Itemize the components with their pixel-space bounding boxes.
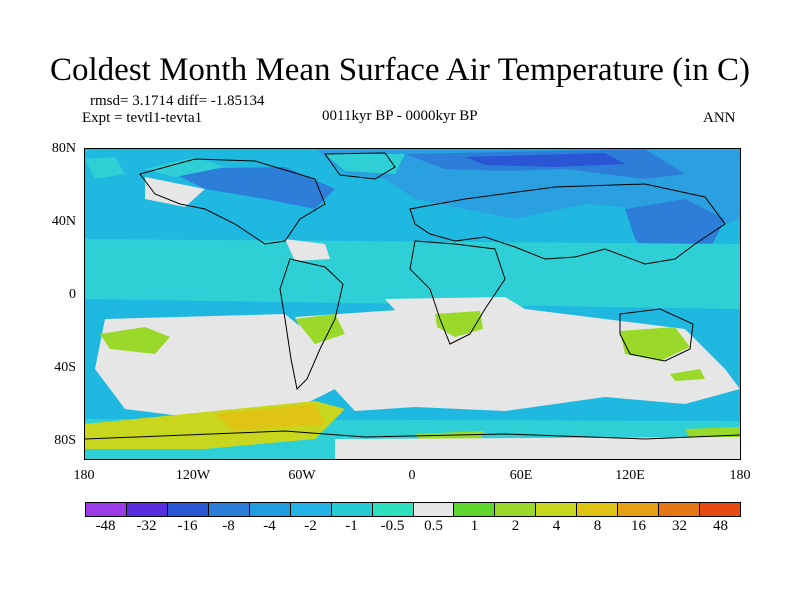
coastline bbox=[85, 430, 740, 440]
x-tick-180e: 180 bbox=[729, 468, 751, 483]
colorbar-swatch bbox=[208, 503, 250, 516]
chart-title: Coldest Month Mean Surface Air Temperatu… bbox=[50, 52, 750, 88]
colorbar-swatch bbox=[249, 503, 291, 516]
south-america-warm-patch bbox=[295, 314, 345, 344]
colorbar-label: -0.5 bbox=[380, 518, 405, 534]
colorbar-swatch bbox=[331, 503, 373, 516]
colorbar-label: -4 bbox=[263, 518, 276, 534]
nw-america-near-zero bbox=[145, 177, 205, 207]
colorbar-swatch bbox=[86, 503, 127, 516]
colorbar-swatch bbox=[454, 503, 496, 516]
coastline bbox=[279, 258, 344, 391]
y-tick-40s: 40S bbox=[54, 360, 76, 375]
caribbean-near-zero bbox=[285, 239, 330, 261]
colorbar-swatch bbox=[372, 503, 414, 516]
tropics-field bbox=[85, 239, 740, 309]
map-panel bbox=[84, 148, 741, 460]
greenland-field bbox=[325, 154, 405, 174]
x-tick-120w: 120W bbox=[175, 468, 211, 483]
y-tick-0: 0 bbox=[69, 287, 76, 302]
x-tick-180w: 180 bbox=[73, 468, 95, 483]
colorbar-label: 16 bbox=[631, 518, 646, 534]
australia-warm-patch bbox=[620, 327, 690, 361]
alaska-field bbox=[145, 157, 225, 177]
antarctic-near-zero bbox=[335, 437, 740, 459]
colorbar-swatch bbox=[167, 503, 209, 516]
colorbar-label: 48 bbox=[713, 518, 728, 534]
colorbar-swatch bbox=[536, 503, 578, 516]
colorbar-label: 8 bbox=[593, 518, 602, 534]
coastline bbox=[409, 183, 726, 265]
colorbar-swatch bbox=[413, 503, 455, 516]
period-label: 0011kyr BP - 0000kyr BP bbox=[322, 108, 478, 124]
x-tick-0: 0 bbox=[408, 468, 416, 483]
africa-warm-patch bbox=[435, 311, 483, 337]
colorbar-label: -1 bbox=[345, 518, 358, 534]
y-tick-80s: 80S bbox=[54, 433, 76, 448]
colorbar-label: -16 bbox=[177, 518, 198, 534]
x-tick-120e: 120E bbox=[615, 468, 645, 483]
colorbar-swatch bbox=[495, 503, 537, 516]
coastline bbox=[619, 308, 694, 362]
x-tick-60w: 60W bbox=[288, 468, 316, 483]
colorbar-swatch bbox=[659, 503, 701, 516]
colorbar-swatch bbox=[290, 503, 332, 516]
coastline bbox=[139, 158, 326, 245]
colorbar bbox=[85, 502, 741, 517]
colorbar-label: -8 bbox=[222, 518, 235, 534]
pacific-warm-patch bbox=[100, 327, 170, 354]
antarctic-warm-band-high bbox=[215, 404, 325, 431]
colorbar-swatch bbox=[618, 503, 660, 516]
tasman-warm-patch bbox=[670, 369, 705, 381]
canada-cold-field bbox=[165, 167, 335, 209]
y-tick-80n: 80N bbox=[51, 141, 76, 156]
colorbar-label: 0.5 bbox=[424, 518, 443, 534]
x-tick-60e: 60E bbox=[509, 468, 533, 483]
colorbar-label: 2 bbox=[511, 518, 520, 534]
colorbar-label: 32 bbox=[672, 518, 687, 534]
colorbar-swatch bbox=[126, 503, 168, 516]
colorbar-label: 4 bbox=[552, 518, 561, 534]
arctic-very-cold-field bbox=[465, 153, 625, 167]
colorbar-label: -32 bbox=[136, 518, 157, 534]
coastline bbox=[409, 240, 506, 345]
colorbar-swatch bbox=[577, 503, 619, 516]
temperature-anomaly-map bbox=[85, 149, 740, 459]
colorbar-label: 1 bbox=[470, 518, 479, 534]
season-label: ANN bbox=[703, 110, 736, 126]
y-tick-40n: 40N bbox=[51, 214, 76, 229]
atlantic-equatorial-near-zero bbox=[385, 297, 525, 324]
colorbar-label: -2 bbox=[304, 518, 317, 534]
colorbar-swatch bbox=[700, 503, 740, 516]
experiment-label: Expt = tevtl1-tevta1 bbox=[82, 110, 203, 126]
colorbar-label: -48 bbox=[95, 518, 116, 534]
stats-label: rmsd= 3.1714 diff= -1.85134 bbox=[90, 93, 265, 109]
bering-field bbox=[85, 157, 125, 179]
coastline bbox=[324, 152, 396, 180]
